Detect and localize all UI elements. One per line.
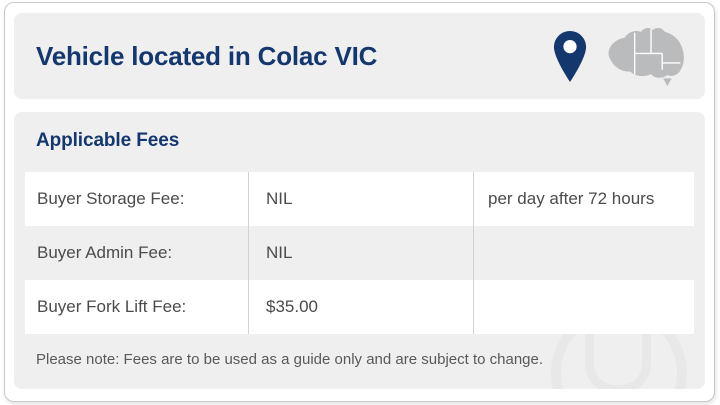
fee-note bbox=[473, 226, 694, 280]
fee-label: Buyer Admin Fee: bbox=[37, 243, 173, 262]
fees-heading: Applicable Fees bbox=[36, 130, 180, 151]
location-icons bbox=[553, 25, 695, 87]
fee-value: $35.00 bbox=[248, 280, 473, 334]
fees-table: Buyer Storage Fee: NIL per day after 72 … bbox=[25, 172, 694, 334]
vehicle-fees-card: Vehicle located in Colac VIC Applicable … bbox=[4, 2, 715, 402]
fee-row-storage: Buyer Storage Fee: NIL per day after 72 … bbox=[25, 172, 694, 226]
fee-value: NIL bbox=[248, 172, 473, 226]
location-header: Vehicle located in Colac VIC bbox=[14, 13, 705, 99]
fee-label: Buyer Fork Lift Fee: bbox=[37, 297, 187, 316]
fee-row-admin: Buyer Admin Fee: NIL bbox=[25, 226, 694, 280]
fee-note bbox=[473, 280, 694, 334]
applicable-fees-section: Applicable Fees Buyer Storage Fee: NIL p… bbox=[14, 112, 705, 389]
fees-disclaimer: Please note: Fees are to be used as a gu… bbox=[36, 351, 544, 368]
location-title: Vehicle located in Colac VIC bbox=[36, 41, 378, 71]
fee-note: per day after 72 hours bbox=[473, 172, 694, 226]
australia-map-icon bbox=[601, 25, 689, 87]
fee-row-forklift: Buyer Fork Lift Fee: $35.00 bbox=[25, 280, 694, 334]
fee-label: Buyer Storage Fee: bbox=[37, 189, 185, 208]
location-pin-icon bbox=[553, 29, 587, 84]
fee-value: NIL bbox=[248, 226, 473, 280]
